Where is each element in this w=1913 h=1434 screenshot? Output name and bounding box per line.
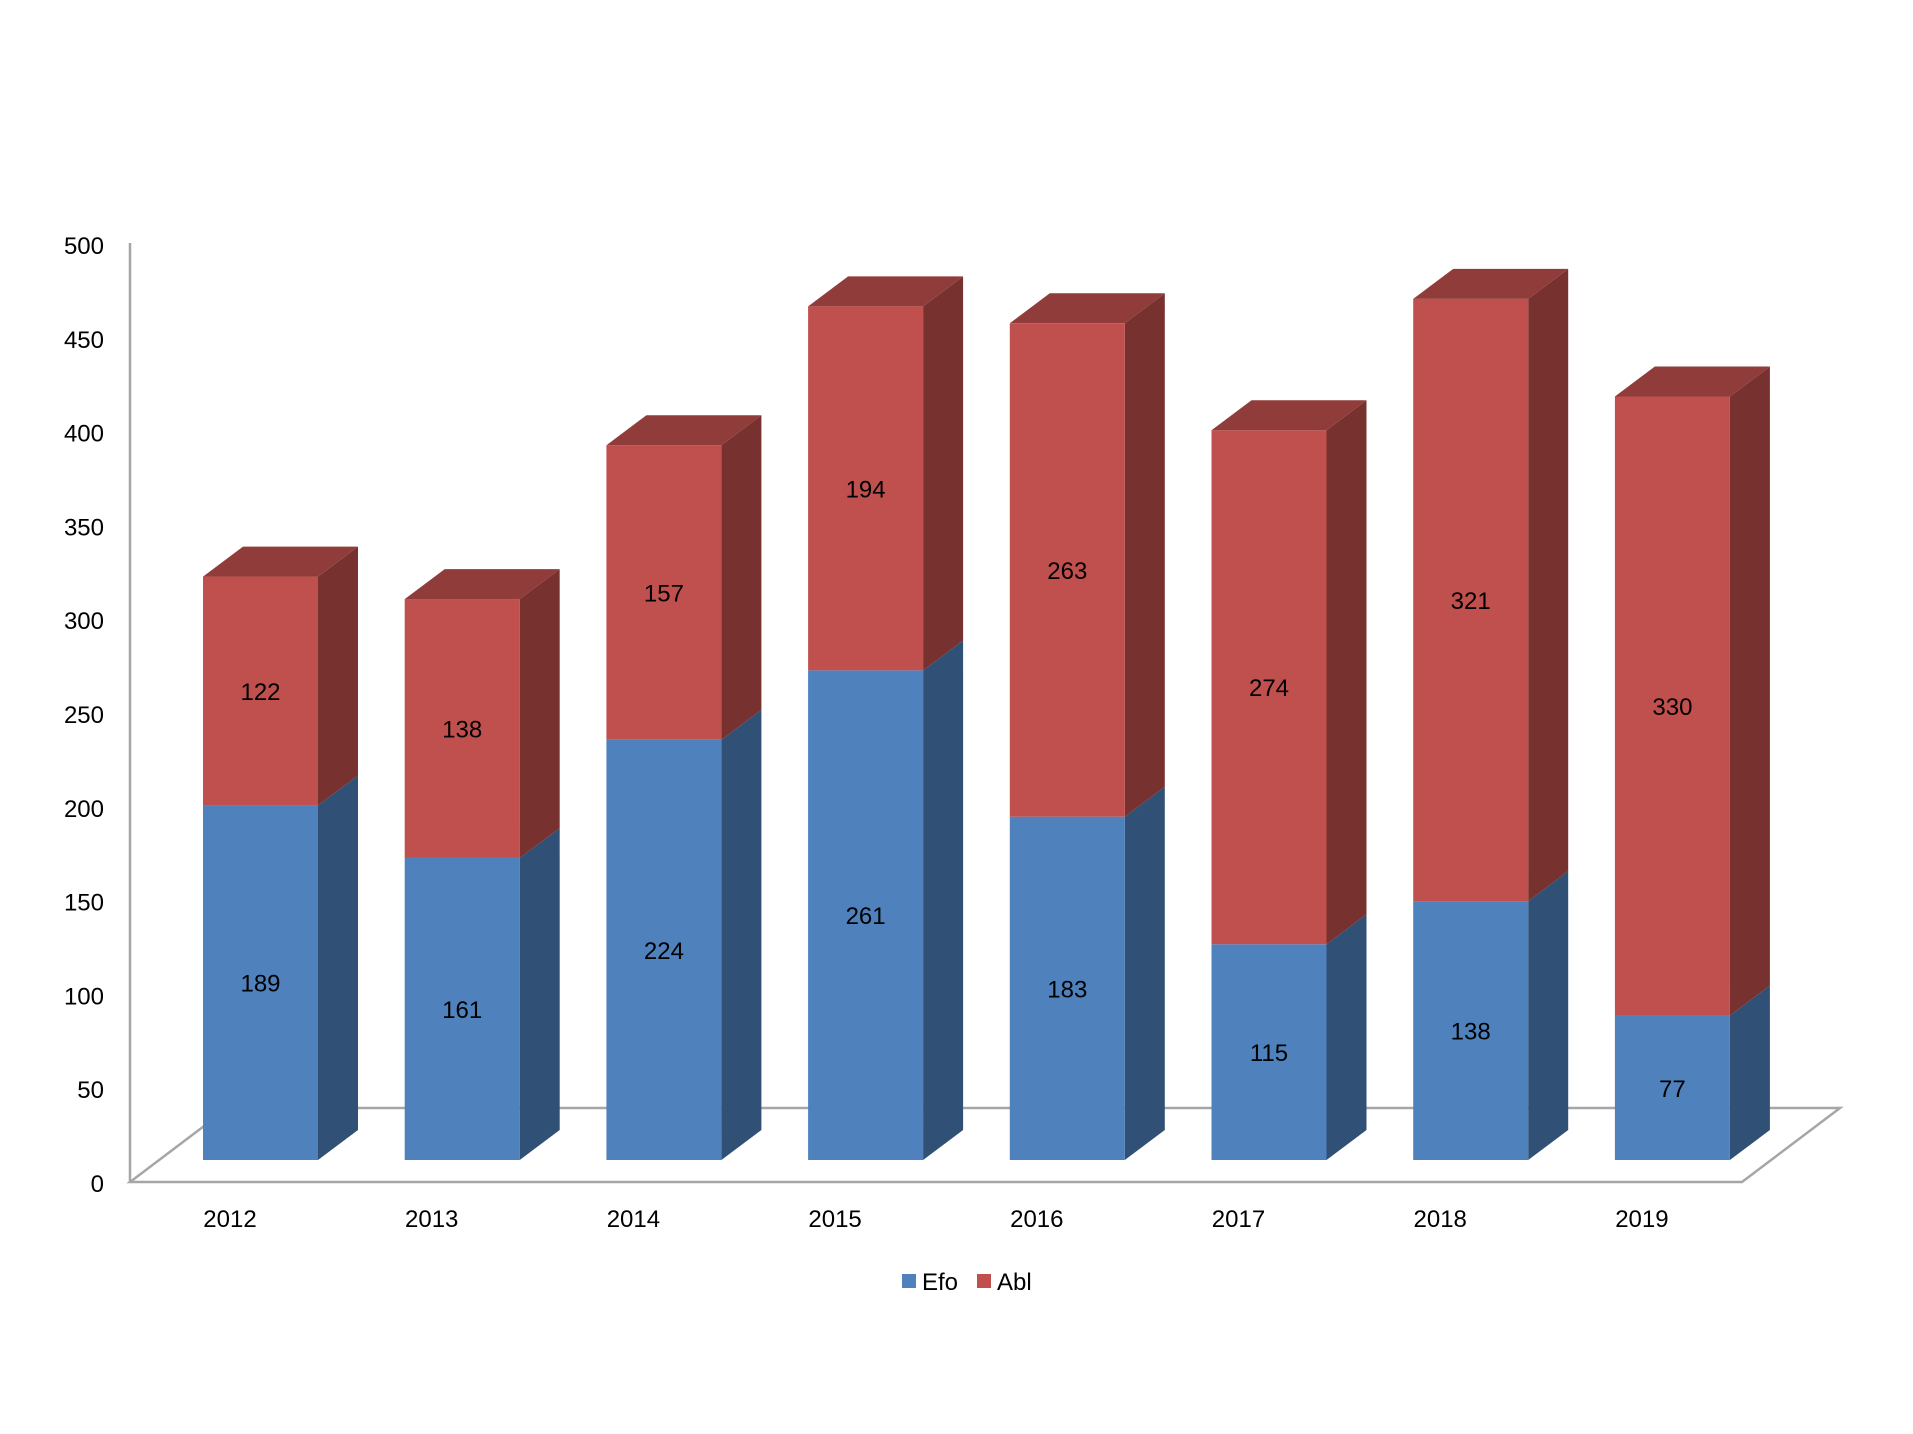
bar-side-efo <box>1326 914 1367 1160</box>
bar-segment-abl <box>606 445 722 740</box>
x-tick-label: 2018 <box>1414 1206 1467 1233</box>
bar-side-abl <box>1326 400 1367 945</box>
data-label-abl: 263 <box>1047 558 1087 585</box>
bar-segment-efo <box>203 805 318 1160</box>
data-label-efo: 77 <box>1659 1076 1686 1103</box>
bar-side-efo <box>721 709 762 1160</box>
bar-top-abl <box>1211 400 1367 431</box>
y-tick-label: 50 <box>77 1077 104 1104</box>
data-label-abl: 194 <box>846 476 886 503</box>
data-label-efo: 224 <box>644 938 684 965</box>
bar-top-abl <box>1009 293 1165 324</box>
data-label-abl: 157 <box>644 581 684 608</box>
bar-top-abl <box>203 546 358 577</box>
bar-segment-abl <box>404 599 520 858</box>
bar-segment-abl <box>1009 323 1125 817</box>
x-tick-label: 2016 <box>1010 1206 1063 1233</box>
data-label-abl: 274 <box>1249 675 1289 702</box>
floor-plane <box>126 1106 1844 1184</box>
bar-side-efo <box>1729 985 1770 1160</box>
data-labels-layer: 189 122 161 138 224 157 261 194 183 263 115 274 138 3… <box>240 476 1692 1102</box>
y-tick-label: 350 <box>64 514 104 541</box>
y-tick-label: 250 <box>64 702 104 729</box>
y-tick-label: 0 <box>91 1171 104 1198</box>
bar-side-efo <box>318 775 358 1160</box>
bar-side-efo <box>519 827 560 1160</box>
bar-top-abl <box>606 415 762 446</box>
x-tick-label: 2012 <box>203 1206 256 1233</box>
x-tick-label: 2014 <box>607 1206 660 1233</box>
bar-side-abl <box>1124 293 1165 817</box>
bar-top-abl <box>404 569 560 600</box>
bar-top-abl <box>1614 366 1770 397</box>
legend: Efo Abl <box>902 1269 1032 1296</box>
data-label-abl: 138 <box>442 717 482 744</box>
bar-top-abl <box>808 276 964 307</box>
y-tick-label: 500 <box>64 233 104 260</box>
bar-side-abl <box>1729 366 1770 1016</box>
legend-label-abl: Abl <box>997 1269 1032 1296</box>
bar-side-efo <box>1528 871 1569 1160</box>
data-label-efo: 261 <box>846 903 886 930</box>
bar-side-abl <box>1528 268 1569 902</box>
bar-segment-efo <box>606 739 722 1160</box>
legend-swatch-efo <box>902 1274 916 1288</box>
data-label-efo: 161 <box>442 997 482 1024</box>
bar-side-efo <box>1124 786 1165 1160</box>
bar-side-abl <box>318 546 358 806</box>
bar-segment-abl <box>203 576 318 806</box>
x-tick-label: 2017 <box>1212 1206 1265 1233</box>
bar-top-abl <box>1413 268 1569 299</box>
x-tick-label: 2015 <box>808 1206 861 1233</box>
chart-frame <box>126 243 1844 1184</box>
y-tick-label: 100 <box>64 983 104 1010</box>
bar-side-abl <box>721 415 762 740</box>
y-axis: 0 50 100 150 200 250 300 350 400 450 500 <box>64 233 104 1198</box>
bar-side-efo <box>923 640 964 1160</box>
y-tick-label: 150 <box>64 890 104 917</box>
bar-segment-abl <box>1614 396 1730 1016</box>
x-axis: 2012 2013 2014 2015 2016 2017 2018 2019 <box>203 1206 1668 1233</box>
bar-segment-efo <box>404 857 520 1160</box>
y-tick-label: 400 <box>64 421 104 448</box>
data-label-efo: 189 <box>240 971 280 998</box>
bar-segment-efo <box>808 670 924 1160</box>
legend-swatch-abl <box>977 1274 991 1288</box>
bar-segment-efo <box>1009 816 1125 1160</box>
bar-segment-abl <box>1211 430 1327 945</box>
x-tick-label: 2013 <box>405 1206 458 1233</box>
bar-side-abl <box>519 569 560 858</box>
data-label-abl: 330 <box>1652 694 1692 721</box>
legend-label-efo: Efo <box>922 1269 958 1296</box>
bar-segment-efo <box>1614 1015 1730 1160</box>
y-tick-label: 300 <box>64 608 104 635</box>
x-tick-label: 2019 <box>1615 1206 1668 1233</box>
data-label-abl: 122 <box>240 679 280 706</box>
bar-segment-abl <box>1413 298 1529 902</box>
y-tick-label: 200 <box>64 796 104 823</box>
bars-layer <box>203 268 1770 1160</box>
bar-side-abl <box>923 276 964 671</box>
y-tick-label: 450 <box>64 327 104 354</box>
data-label-efo: 115 <box>1250 1040 1288 1067</box>
data-label-efo: 138 <box>1451 1019 1491 1046</box>
data-label-abl: 321 <box>1451 588 1491 615</box>
bar-segment-efo <box>1211 944 1327 1160</box>
data-label-efo: 183 <box>1047 976 1087 1003</box>
bar-segment-efo <box>1413 901 1529 1160</box>
bar-segment-abl <box>808 306 924 671</box>
